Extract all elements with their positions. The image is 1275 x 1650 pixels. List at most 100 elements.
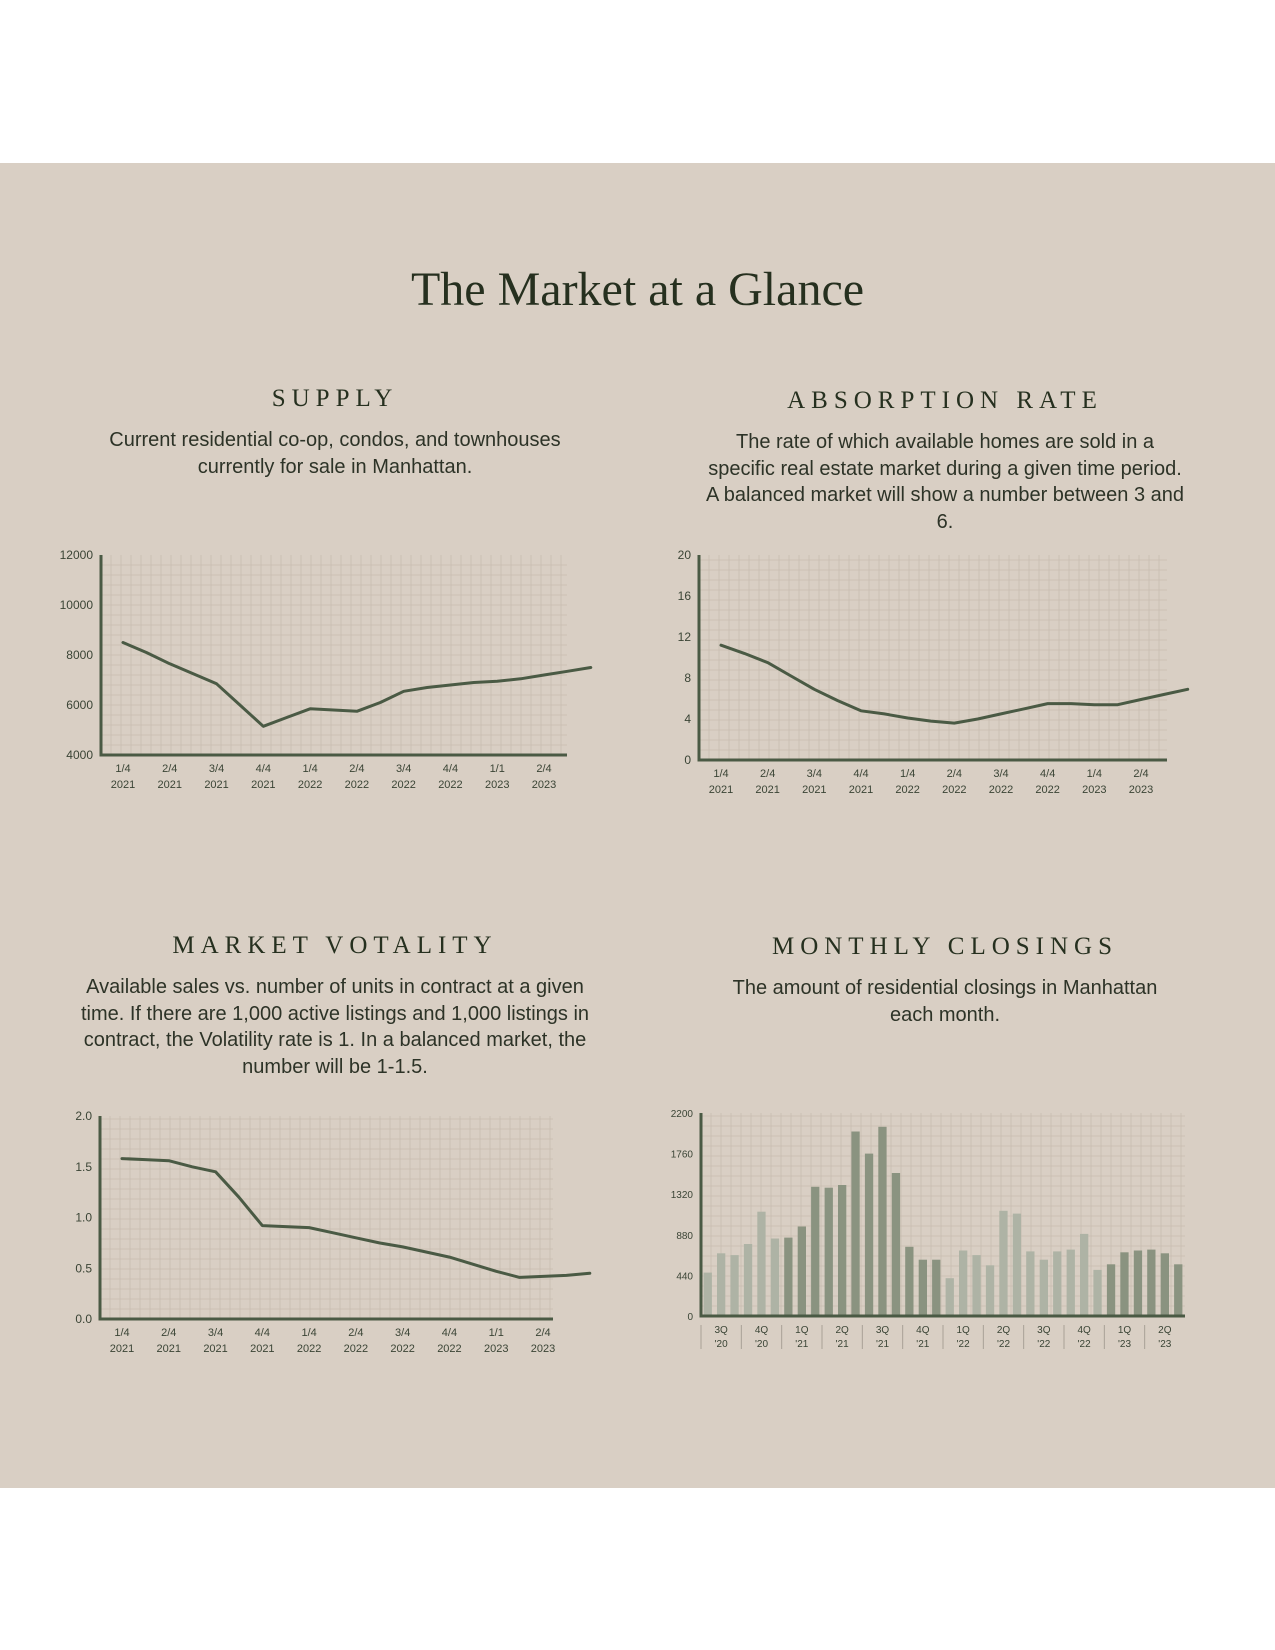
x-tick-label: 2023 [1129, 784, 1153, 796]
x-tick-label: 4/4 [1040, 768, 1055, 780]
bar [1066, 1249, 1075, 1316]
x-tick-label: 2021 [158, 779, 182, 791]
bar [918, 1259, 927, 1316]
y-tick-label: 1.0 [75, 1211, 92, 1225]
x-tick-label: 2023 [531, 1343, 555, 1355]
volatility-title: MARKET VOTALITY [172, 932, 498, 959]
x-tick-label: '23 [1118, 1339, 1131, 1350]
x-tick-label: 3/4 [807, 768, 822, 780]
x-tick-label: 1/4 [114, 1327, 129, 1339]
x-tick-label: 2022 [437, 1343, 461, 1355]
x-tick-label: 2021 [755, 784, 779, 796]
x-tick-label: 1/1 [489, 1327, 504, 1339]
x-tick-label: 2022 [895, 784, 919, 796]
bar [730, 1255, 739, 1316]
bar [1080, 1233, 1089, 1316]
x-tick-label: 3/4 [395, 1327, 410, 1339]
series-line [120, 1157, 592, 1279]
x-tick-label: 3/4 [208, 1327, 223, 1339]
bar [757, 1211, 766, 1316]
bar [1053, 1251, 1062, 1316]
bar [1160, 1253, 1169, 1316]
x-tick-label: 2021 [204, 779, 228, 791]
x-tick-label: 2023 [484, 1343, 508, 1355]
y-tick-label: 880 [676, 1231, 693, 1242]
bar [717, 1253, 726, 1316]
x-tick-label: '21 [876, 1339, 889, 1350]
bar [1120, 1252, 1129, 1316]
x-tick-label: 4/4 [443, 763, 458, 775]
x-tick-label: 2022 [297, 1343, 321, 1355]
x-tick-label: '22 [1078, 1339, 1091, 1350]
bar [838, 1185, 847, 1316]
x-tick-label: 2/4 [349, 763, 364, 775]
supply-title: SUPPLY [271, 385, 399, 412]
bar [864, 1153, 874, 1316]
x-tick-label: '21 [795, 1339, 808, 1350]
bar [811, 1186, 820, 1316]
x-tick-label: '23 [1158, 1339, 1171, 1350]
x-tick-label: 2/4 [760, 768, 775, 780]
x-tick-label: '22 [997, 1339, 1010, 1350]
x-tick-label: 2/4 [947, 768, 962, 780]
series-line [121, 641, 593, 728]
x-tick-label: 3Q [876, 1325, 890, 1336]
x-tick-label: 4/4 [442, 1327, 457, 1339]
bar [851, 1131, 860, 1316]
x-tick-label: 1/4 [713, 768, 728, 780]
x-tick-label: 2022 [344, 1343, 368, 1355]
x-tick-label: 2022 [345, 779, 369, 791]
x-tick-label: 1Q [956, 1325, 970, 1336]
bar [703, 1272, 712, 1316]
series-line [719, 643, 1190, 725]
y-tick-label: 10000 [60, 598, 94, 612]
closings-description: The amount of residential closings in Ma… [732, 977, 1158, 1026]
x-tick-label: 1/4 [301, 1327, 316, 1339]
bar [1133, 1250, 1143, 1316]
x-tick-label: 1/1 [490, 763, 505, 775]
x-tick-label: 4/4 [256, 763, 271, 775]
closings-title: MONTHLY CLOSINGS [771, 933, 1119, 960]
bar [985, 1265, 995, 1317]
absorption-panel: ABSORPTION RATE The rate of which availa… [650, 387, 1240, 827]
x-tick-label: 4/4 [255, 1327, 270, 1339]
bar [945, 1278, 954, 1316]
x-tick-label: 2023 [532, 779, 556, 791]
x-tick-label: 4Q [1077, 1325, 1091, 1336]
absorption-chart: 0 4 8 12 16 20 1/4 2021 2/4 2021 3/4 2021 4/4 2021 1/4… [678, 548, 1190, 796]
x-tick-label: 3/4 [209, 763, 224, 775]
x-tick-label: 1/4 [1087, 768, 1102, 780]
x-tick-label: 2023 [1082, 784, 1106, 796]
y-tick-label: 1320 [671, 1190, 694, 1201]
volatility-description: Available sales vs. number of units in c… [80, 976, 590, 1078]
x-tick-label: 2021 [110, 1343, 134, 1355]
x-tick-label: 2/4 [535, 1327, 550, 1339]
x-tick-label: 2022 [989, 784, 1013, 796]
x-tick-label: 1Q [1118, 1325, 1132, 1336]
x-tick-label: 2022 [1035, 784, 1059, 796]
bar [1093, 1269, 1102, 1316]
bar [905, 1246, 914, 1316]
bar [743, 1244, 753, 1316]
x-tick-label: 2021 [203, 1343, 227, 1355]
bar [891, 1173, 901, 1316]
y-tick-label: 12000 [60, 548, 94, 562]
x-tick-label: 2Q [997, 1325, 1011, 1336]
x-tick-label: 3Q [714, 1325, 728, 1336]
bar [1039, 1259, 1048, 1316]
x-tick-label: 2022 [391, 779, 415, 791]
absorption-description: The rate of which available homes are so… [705, 431, 1185, 533]
x-tick-label: '21 [916, 1339, 929, 1350]
x-tick-label: 2/4 [1133, 768, 1148, 780]
volatility-panel: MARKET VOTALITY Available sales vs. numb… [40, 932, 630, 1382]
x-tick-label: 2023 [485, 779, 509, 791]
x-tick-label: 4Q [916, 1325, 930, 1336]
x-tick-label: 4/4 [853, 768, 868, 780]
y-tick-label: 4000 [66, 748, 93, 762]
y-tick-label: 6000 [66, 698, 93, 712]
x-tick-label: 2Q [835, 1325, 849, 1336]
y-tick-label: 2200 [671, 1109, 694, 1120]
y-tick-label: 16 [678, 589, 692, 603]
x-tick-label: 1/4 [115, 763, 130, 775]
bar [1147, 1249, 1156, 1316]
